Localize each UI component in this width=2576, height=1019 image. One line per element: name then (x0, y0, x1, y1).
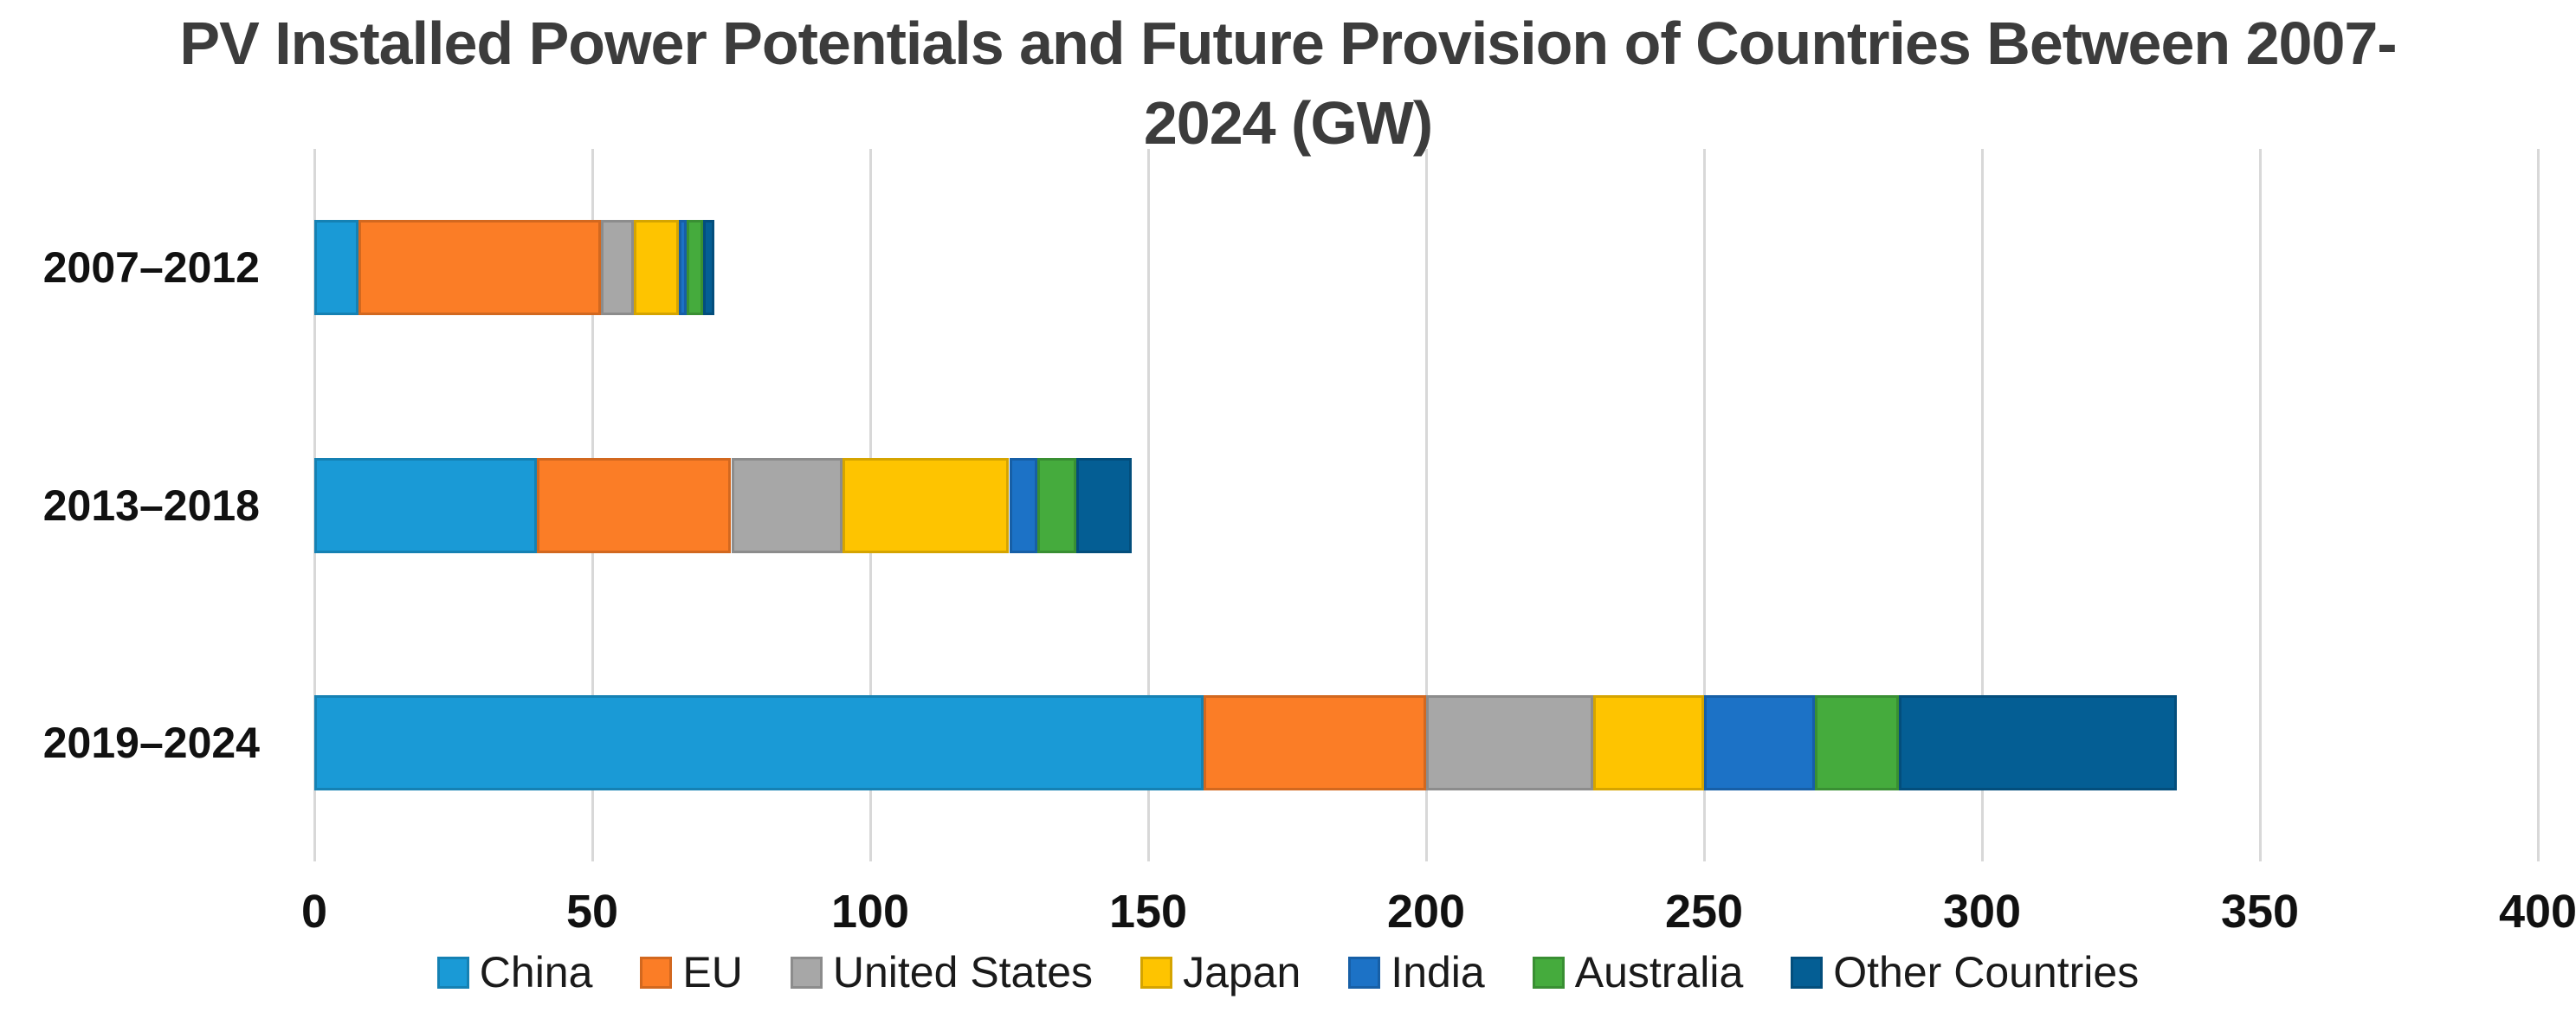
x-tick-label-400: 400 (2498, 886, 2576, 938)
category-label-2019–2024: 2019–2024 (42, 718, 260, 767)
gridline-250 (1702, 149, 1706, 861)
x-tick-label-150: 150 (1108, 886, 1188, 938)
segment-other-countries (1075, 457, 1132, 553)
legend-swatch-icon (1791, 956, 1824, 989)
segment-japan (1592, 694, 1704, 790)
x-tick-label-300: 300 (1942, 886, 2022, 938)
x-tick-label-200: 200 (1386, 886, 1466, 938)
x-tick-label-100: 100 (830, 886, 910, 938)
segment-united-states (1426, 694, 1593, 790)
legend: China EU United States Japan India Australia O… (0, 947, 2576, 997)
segment-australia (1815, 694, 1899, 790)
chart-title-line-2: 2024 (GW) (1143, 89, 1433, 157)
segment-china (314, 694, 1204, 790)
gridline-200 (1424, 149, 1428, 861)
segment-japan (634, 220, 679, 316)
legend-item-eu: EU (640, 947, 743, 997)
legend-swatch-icon (436, 956, 469, 989)
legend-label: China (479, 948, 593, 996)
segment-other-countries (1898, 694, 2177, 790)
legend-swatch-icon (790, 956, 823, 989)
legend-label: Japan (1183, 948, 1301, 996)
segment-other-countries (703, 220, 715, 316)
chart-title: PV Installed Power Potentials and Future… (0, 3, 2576, 163)
segment-india (1704, 694, 1816, 790)
legend-label: Other Countries (1833, 948, 2140, 996)
segment-united-states (600, 220, 635, 316)
segment-eu (536, 457, 732, 553)
legend-swatch-icon (640, 956, 673, 989)
legend-item-united-states: United States (790, 947, 1094, 997)
legend-swatch-icon (1140, 956, 1173, 989)
legend-item-india: India (1348, 947, 1485, 997)
segment-china (314, 220, 359, 316)
segment-india (678, 220, 688, 316)
segment-eu (1204, 694, 1426, 790)
segment-india (1009, 457, 1037, 553)
legend-label: India (1391, 948, 1485, 996)
x-tick-label-350: 350 (2220, 886, 2300, 938)
legend-item-japan: Japan (1140, 947, 1301, 997)
plot-area (313, 149, 2540, 861)
x-tick-label-50: 50 (565, 886, 619, 938)
segment-australia (1036, 457, 1076, 553)
legend-label: Australia (1574, 948, 1744, 996)
gridline-150 (1146, 149, 1150, 861)
legend-label: EU (682, 948, 743, 996)
x-tick-label-250: 250 (1664, 886, 1744, 938)
segment-united-states (731, 457, 843, 553)
category-label-2013–2018: 2013–2018 (42, 480, 260, 530)
legend-swatch-icon (1348, 956, 1381, 989)
category-label-2007–2012: 2007–2012 (42, 243, 260, 293)
legend-swatch-icon (1532, 956, 1565, 989)
segment-australia (687, 220, 704, 316)
legend-item-other-countries: Other Countries (1791, 947, 2139, 997)
chart-title-line-1: PV Installed Power Potentials and Future… (179, 10, 2397, 77)
segment-china (314, 457, 537, 553)
legend-item-china: China (436, 947, 593, 997)
segment-eu (358, 220, 601, 316)
gridline-300 (1980, 149, 1984, 861)
x-tick-label-0: 0 (300, 886, 328, 938)
gridline-350 (2258, 149, 2262, 861)
gridline-400 (2536, 149, 2540, 861)
legend-label: United States (832, 948, 1094, 996)
legend-item-australia: Australia (1532, 947, 1744, 997)
segment-japan (842, 457, 1010, 553)
